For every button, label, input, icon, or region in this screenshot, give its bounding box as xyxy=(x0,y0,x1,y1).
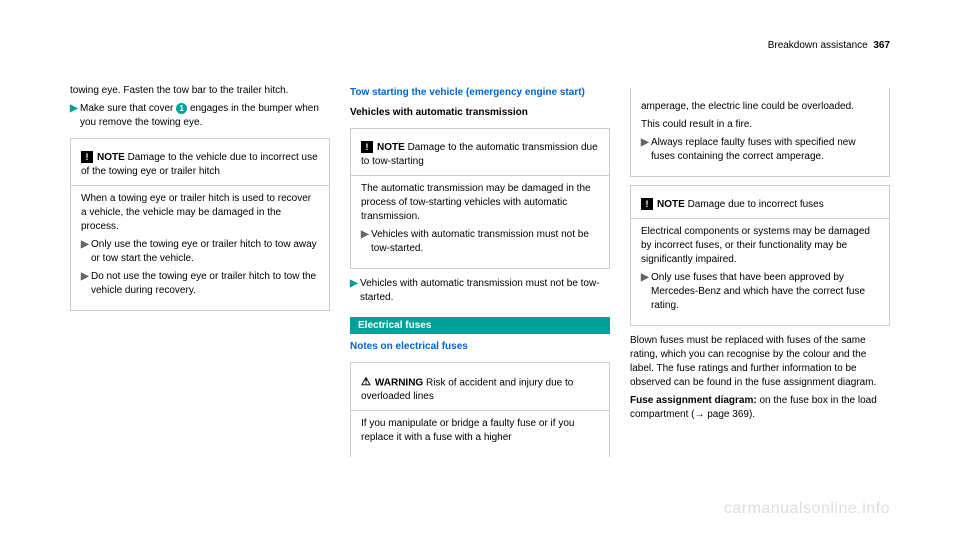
arrow-icon: ▶ xyxy=(641,271,651,313)
warning-header: ⚠WARNING Risk of accident and injury due… xyxy=(361,375,599,404)
para-fuse-diagram: Fuse assignment diagram: on the fuse box… xyxy=(630,394,890,422)
arrow-icon: ▶ xyxy=(641,136,651,164)
note-bullet-1: ▶ Only use fuses that have been approved… xyxy=(641,271,879,313)
heading-notes-fuses: Notes on electrical fuses xyxy=(350,340,610,354)
note-icon: ! xyxy=(361,141,373,153)
arrow-icon: ▶ xyxy=(81,238,91,266)
bullet-text: Always replace faulty fuses with specifi… xyxy=(651,136,879,164)
warning-cont-2: This could result in a fire. xyxy=(641,118,879,132)
arrow-icon: ▶ xyxy=(350,277,360,305)
bullet-text: Vehicles with automatic transmission mus… xyxy=(371,228,599,256)
separator xyxy=(351,410,609,411)
bullet-no-tow-start: ▶ Vehicles with automatic transmission m… xyxy=(350,277,610,305)
page-number: 367 xyxy=(873,40,890,51)
separator xyxy=(71,185,329,186)
note-body: When a towing eye or trailer hitch is us… xyxy=(81,192,319,234)
warning-bullet-1: ▶ Always replace faulty fuses with speci… xyxy=(641,136,879,164)
bullet-text: Vehicles with automatic transmission mus… xyxy=(360,277,610,305)
warning-body: If you manipulate or bridge a faulty fus… xyxy=(361,417,599,445)
section-title: Breakdown assistance xyxy=(768,40,868,51)
note-icon: ! xyxy=(641,198,653,210)
note-header: !NOTE Damage to the automatic transmissi… xyxy=(361,141,599,169)
warning-box-fuses-cont: amperage, the electric line could be ove… xyxy=(630,88,890,177)
marker-1-icon: 1 xyxy=(176,103,187,114)
warning-icon: ⚠ xyxy=(361,375,371,390)
bullet-text: Only use fuses that have been approved b… xyxy=(651,271,879,313)
separator xyxy=(351,175,609,176)
warning-box-fuses: ⚠WARNING Risk of accident and injury due… xyxy=(350,362,610,457)
column-3: amperage, the electric line could be ove… xyxy=(630,80,890,465)
watermark: carmanualsonline.info xyxy=(724,500,890,518)
note-bullet-1: ▶ Only use the towing eye or trailer hit… xyxy=(81,238,319,266)
bullet-text: Only use the towing eye or trailer hitch… xyxy=(91,238,319,266)
intro-text: towing eye. Fasten the tow bar to the tr… xyxy=(70,84,330,98)
bullet-text: Make sure that cover 1 engages in the bu… xyxy=(80,102,330,130)
column-2: Tow starting the vehicle (emergency engi… xyxy=(350,80,610,465)
column-1: towing eye. Fasten the tow bar to the tr… xyxy=(70,80,330,465)
section-bar-fuses: Electrical fuses xyxy=(350,317,610,334)
note-box-towing: !NOTE Damage to the vehicle due to incor… xyxy=(70,138,330,311)
bullet-cover-engage: ▶ Make sure that cover 1 engages in the … xyxy=(70,102,330,130)
page-header: Breakdown assistance 367 xyxy=(768,40,890,51)
arrow-icon: ▶ xyxy=(81,270,91,298)
arrow-icon: ▶ xyxy=(361,228,371,256)
note-header: !NOTE Damage due to incorrect fuses xyxy=(641,198,879,212)
note-body: Electrical components or systems may be … xyxy=(641,225,879,267)
note-box-incorrect-fuses: !NOTE Damage due to incorrect fuses Elec… xyxy=(630,185,890,326)
note-bullet-1: ▶ Vehicles with automatic transmission m… xyxy=(361,228,599,256)
heading-tow-starting: Tow starting the vehicle (emergency engi… xyxy=(350,86,610,100)
note-bullet-2: ▶ Do not use the towing eye or trailer h… xyxy=(81,270,319,298)
warning-cont-1: amperage, the electric line could be ove… xyxy=(641,100,879,114)
bullet-text: Do not use the towing eye or trailer hit… xyxy=(91,270,319,298)
content-columns: towing eye. Fasten the tow bar to the tr… xyxy=(70,80,890,465)
note-header: !NOTE Damage to the vehicle due to incor… xyxy=(81,151,319,179)
subheading-auto-trans: Vehicles with automatic transmission xyxy=(350,106,610,120)
note-body: The automatic transmission may be damage… xyxy=(361,182,599,224)
separator xyxy=(631,218,889,219)
note-icon: ! xyxy=(81,151,93,163)
para-blown-fuses: Blown fuses must be replaced with fuses … xyxy=(630,334,890,390)
note-box-transmission: !NOTE Damage to the automatic transmissi… xyxy=(350,128,610,269)
arrow-icon: ▶ xyxy=(70,102,80,130)
